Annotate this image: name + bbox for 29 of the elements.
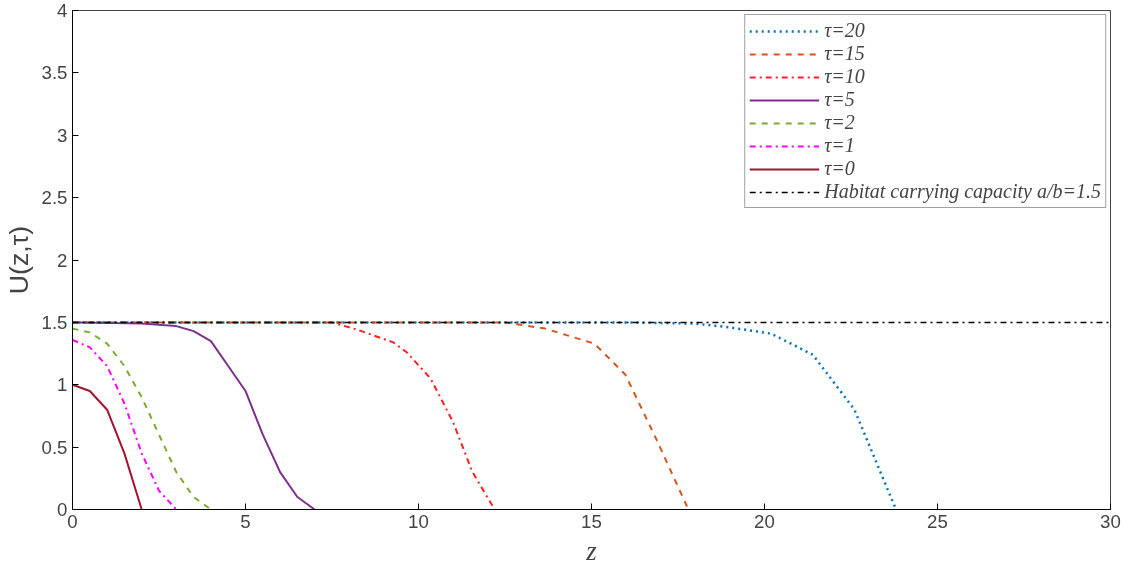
y-tick-label: 0.5 bbox=[41, 436, 68, 458]
x-tick-label: 30 bbox=[1100, 510, 1121, 532]
y-tick-label: 2 bbox=[57, 249, 68, 271]
y-tick-label: 3.5 bbox=[41, 62, 68, 84]
legend-label: τ=0 bbox=[824, 157, 855, 180]
y-axis-title: U(z,τ) bbox=[3, 225, 34, 295]
y-tick-label: 2.5 bbox=[41, 187, 68, 209]
x-axis-title: z bbox=[585, 535, 598, 566]
legend-label: τ=1 bbox=[824, 134, 855, 157]
legend-label: τ=15 bbox=[824, 42, 865, 65]
legend-label: τ=10 bbox=[824, 65, 865, 88]
y-tick-label: 3 bbox=[57, 124, 68, 146]
x-tick-label: 25 bbox=[927, 510, 948, 532]
x-tick-label: 15 bbox=[581, 510, 602, 532]
line-series bbox=[72, 327, 212, 510]
x-tick-label: 5 bbox=[240, 510, 251, 532]
line-series bbox=[72, 383, 143, 510]
x-tick-label: 20 bbox=[754, 510, 775, 532]
legend-label: τ=20 bbox=[824, 19, 865, 42]
line-series bbox=[72, 321, 316, 510]
line-series bbox=[72, 338, 178, 510]
legend-label: τ=2 bbox=[824, 111, 855, 134]
x-tick-label: 10 bbox=[408, 510, 429, 532]
line-series bbox=[72, 321, 898, 510]
legend-label: τ=5 bbox=[824, 88, 855, 111]
y-tick-label: 4 bbox=[57, 0, 68, 21]
legend-label: Habitat carrying capacity a/b=1.5 bbox=[824, 180, 1101, 203]
y-tick-label: 1 bbox=[57, 374, 68, 396]
y-tick-label: 1.5 bbox=[41, 311, 68, 333]
